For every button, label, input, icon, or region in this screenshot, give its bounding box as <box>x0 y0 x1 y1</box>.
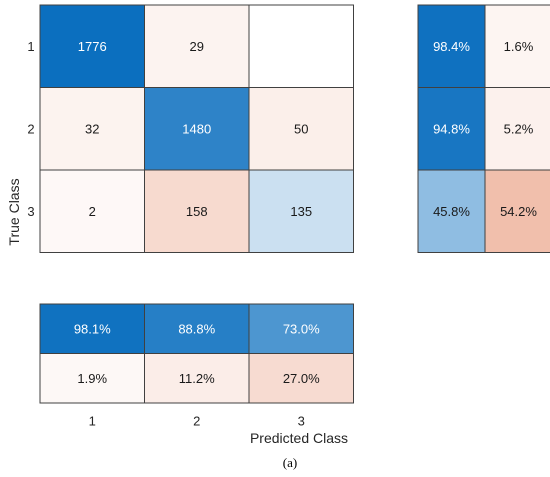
x-tick-label: 2 <box>193 414 200 429</box>
cm-cell-2-2 <box>144 87 250 171</box>
col-summary-value-1-3: 73.0% <box>283 321 320 336</box>
row-summary-value-3-1: 45.8% <box>433 204 470 219</box>
row-summary-cell-2-2 <box>484 87 550 171</box>
col-summary-value-1-2: 88.8% <box>178 321 215 336</box>
cm-cell-3-1 <box>39 169 145 253</box>
cm-value-3-3: 135 <box>290 204 312 219</box>
figure-caption: (a) <box>283 455 297 470</box>
cm-value-3-2: 158 <box>186 204 208 219</box>
row-summary-value-1-2: 1.6% <box>504 39 534 54</box>
cm-cell-1-3 <box>248 4 354 88</box>
column-summary-matrix: 98.1% 88.8% 73.0% 1.9% 11.2% 27.0% <box>39 303 354 404</box>
x-tick-label: 1 <box>89 414 96 429</box>
cm-cell-3-2 <box>144 169 250 253</box>
confusion-matrix: 1776 29 32 1480 50 2 158 135 <box>39 4 354 253</box>
row-summary-matrix: 98.4% 1.6% 94.8% 5.2% 45.8% 54.2% <box>417 4 550 253</box>
x-tick-label: 3 <box>298 414 305 429</box>
row-summary-value-3-2: 54.2% <box>500 204 537 219</box>
cm-cell-3-3 <box>248 169 354 253</box>
cm-cell-2-3 <box>248 87 354 171</box>
y-tick-label: 3 <box>27 204 34 219</box>
cm-cell-2-1 <box>39 87 145 171</box>
row-summary-cell-1-2 <box>484 4 550 88</box>
col-summary-cell-2-3 <box>248 353 354 404</box>
cm-value-1-1: 1776 <box>78 39 107 54</box>
cm-value-2-1: 32 <box>85 121 99 136</box>
x-axis-label: Predicted Class <box>250 430 348 446</box>
cm-cell-1-2 <box>144 4 250 88</box>
row-summary-value-2-2: 5.2% <box>504 121 534 136</box>
col-summary-cell-2-2 <box>144 353 250 404</box>
row-summary-cell-3-1 <box>417 169 486 253</box>
col-summary-value-1-1: 98.1% <box>74 321 111 336</box>
row-summary-value-2-1: 94.8% <box>433 121 470 136</box>
cm-value-2-3: 50 <box>294 121 308 136</box>
col-summary-value-2-2: 11.2% <box>179 371 215 386</box>
col-summary-cell-2-1 <box>39 353 145 404</box>
cm-value-3-1: 2 <box>89 204 96 219</box>
col-summary-value-2-3: 27.0% <box>283 371 320 386</box>
cm-value-2-2: 1480 <box>182 121 211 136</box>
row-summary-cell-2-1 <box>417 87 486 171</box>
cm-cell-1-1 <box>39 4 145 88</box>
row-summary-value-1-1: 98.4% <box>433 39 470 54</box>
y-tick-label: 2 <box>27 121 34 136</box>
col-summary-cell-1-1 <box>39 303 145 354</box>
col-summary-value-2-1: 1.9% <box>77 371 107 386</box>
tick-labels: 1 1 2 2 3 3 <box>27 39 304 429</box>
y-axis-label: True Class <box>6 178 22 245</box>
y-tick-label: 1 <box>27 39 34 54</box>
row-summary-cell-3-2 <box>484 169 550 253</box>
cm-value-1-2: 29 <box>190 39 204 54</box>
